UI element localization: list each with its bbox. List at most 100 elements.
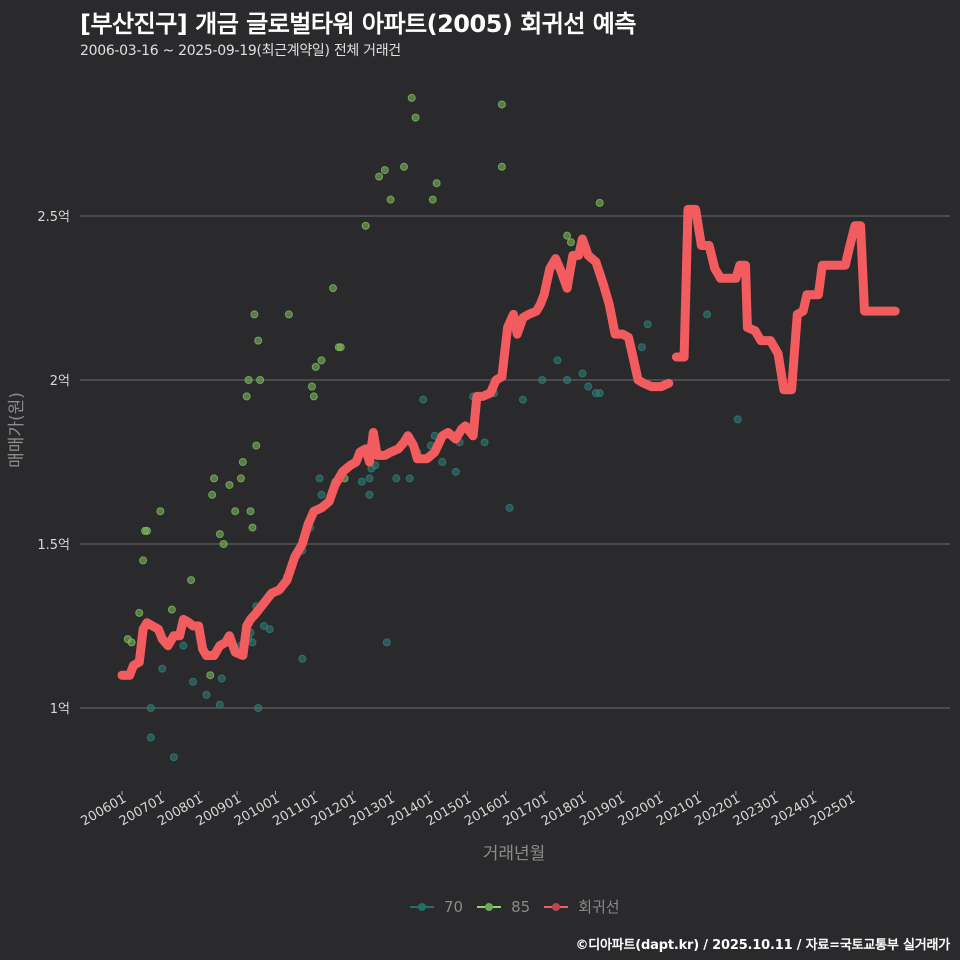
data-point-85: [428, 195, 437, 204]
legend-label-regression: 회귀선: [578, 898, 620, 916]
series-85-points: [123, 93, 604, 680]
data-point-85: [135, 608, 144, 617]
chart-subtitle: 2006-03-16 ~ 2025-09-19(최근계약일) 전체 거래건: [80, 43, 401, 59]
legend: 70 85 회귀선: [410, 896, 626, 917]
data-point-70: [637, 343, 646, 352]
data-point-70: [553, 356, 562, 365]
data-point-70: [703, 310, 712, 319]
legend-key-85-icon: [477, 901, 502, 913]
data-point-85: [407, 93, 416, 102]
y-tick-label: 2.5억: [37, 210, 70, 225]
data-point-85: [219, 540, 228, 548]
data-point-70: [538, 376, 547, 384]
data-point-85: [307, 382, 316, 391]
data-point-70: [419, 395, 428, 404]
data-point-70: [382, 638, 391, 647]
data-point-70: [298, 654, 307, 663]
data-point-85: [236, 474, 245, 483]
data-point-70: [643, 320, 652, 329]
data-point-85: [400, 162, 409, 171]
data-point-70: [357, 477, 366, 486]
regression-line-segment: [671, 204, 900, 395]
data-point-85: [206, 671, 215, 680]
data-point-70: [505, 503, 514, 512]
data-point-85: [187, 576, 196, 585]
data-point-70: [733, 415, 742, 424]
data-point-70: [158, 664, 167, 673]
data-point-85: [156, 507, 165, 516]
data-point-85: [497, 162, 506, 171]
data-point-85: [329, 284, 338, 293]
data-point-85: [167, 605, 176, 614]
data-point-85: [336, 343, 345, 352]
data-point-70: [584, 382, 593, 391]
data-point-85: [250, 310, 259, 319]
legend-item-regression[interactable]: 회귀선: [544, 896, 620, 917]
data-point-70: [451, 467, 460, 476]
data-point-85: [246, 507, 255, 516]
legend-label-85: 85: [511, 897, 531, 916]
data-point-85: [139, 556, 148, 565]
data-point-70: [365, 490, 374, 499]
legend-item-70[interactable]: 70: [410, 898, 463, 916]
legend-item-85[interactable]: 85: [477, 898, 530, 916]
data-point-70: [438, 458, 447, 466]
x-axis-ticks: 2006012007012008012009012010012011012012…: [79, 791, 858, 829]
y-axis-title: 매매가(원): [7, 392, 27, 468]
data-point-85: [497, 100, 506, 109]
data-point-70: [480, 438, 489, 447]
source-credit: ©디아파트(dapt.kr) / 2025.10.11 / 자료=국토교통부 실…: [575, 938, 950, 953]
data-point-70: [595, 389, 604, 398]
series-70-points: [146, 310, 742, 762]
data-point-85: [284, 310, 293, 319]
data-point-70: [202, 690, 211, 699]
data-point-85: [566, 238, 575, 247]
data-point-70: [563, 376, 572, 384]
legend-key-70-icon: [410, 901, 434, 913]
data-point-70: [254, 704, 263, 712]
data-point-70: [518, 395, 527, 404]
data-point-70: [188, 677, 197, 686]
data-point-85: [375, 172, 384, 181]
data-point-85: [254, 336, 263, 345]
data-point-85: [432, 179, 441, 188]
data-point-85: [210, 474, 219, 483]
data-point-70: [392, 474, 401, 483]
data-point-70: [146, 733, 155, 742]
data-point-85: [142, 526, 151, 535]
x-axis-title: 거래년월: [483, 844, 546, 864]
data-point-85: [309, 392, 318, 401]
data-point-70: [146, 704, 155, 712]
regression-line: [117, 204, 900, 680]
data-point-70: [217, 674, 226, 683]
data-point-85: [231, 507, 240, 516]
data-point-70: [315, 474, 324, 483]
data-point-85: [563, 231, 572, 240]
data-point-85: [242, 392, 251, 401]
data-point-85: [252, 441, 261, 450]
y-tick-label: 2억: [50, 374, 70, 389]
data-point-85: [225, 480, 234, 489]
legend-label-70: 70: [444, 897, 464, 916]
data-point-70: [169, 753, 178, 762]
data-point-70: [405, 474, 414, 483]
data-point-85: [595, 198, 604, 207]
data-point-85: [311, 362, 320, 371]
regression-line-segment: [117, 234, 674, 680]
data-point-85: [215, 530, 224, 539]
data-point-70: [317, 490, 326, 499]
data-point-70: [179, 641, 188, 650]
data-point-85: [317, 356, 326, 365]
data-point-85: [244, 376, 253, 384]
data-point-85: [127, 638, 136, 647]
y-tick-label: 1억: [50, 702, 70, 717]
data-point-70: [578, 369, 587, 378]
y-axis-ticks: 1억 1.5억 2억 2.5억: [37, 210, 70, 717]
y-tick-label: 1.5억: [37, 538, 70, 553]
data-point-85: [248, 523, 257, 532]
data-point-70: [365, 474, 374, 483]
data-point-85: [386, 195, 395, 204]
data-point-85: [238, 458, 247, 466]
data-point-70: [215, 700, 224, 709]
